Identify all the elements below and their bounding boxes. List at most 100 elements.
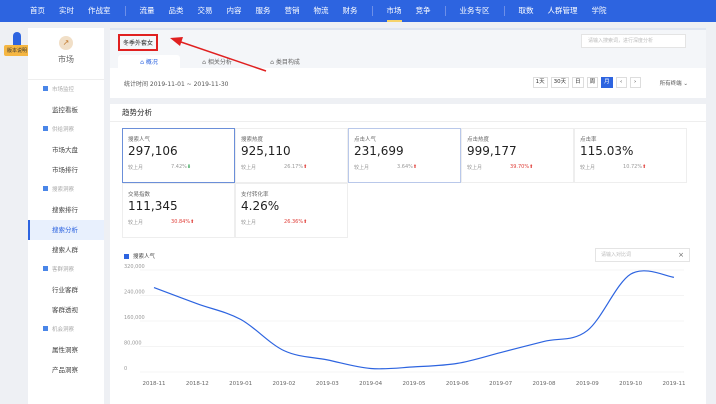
trend-title: 趋势分析 (110, 104, 706, 122)
nav-item[interactable]: 服务 (255, 6, 271, 15)
nav-item[interactable]: 业务专区 (459, 6, 490, 15)
nav-item[interactable]: 内容 (226, 6, 242, 15)
nav-item[interactable]: 作战室 (88, 6, 111, 15)
metric-card[interactable]: 搜索热度 925,110 较上月 26.17% ⬆ (235, 128, 348, 183)
legend-swatch (124, 253, 129, 259)
metric-card[interactable]: 支付转化率 4.26% 较上月 26.36% ⬆ (235, 183, 348, 238)
nav-item[interactable]: 人群管理 (547, 6, 578, 15)
metric-change: 较上月 30.84% ⬆ (128, 219, 229, 226)
next-button[interactable]: › (629, 77, 641, 88)
market-icon: ↗ (59, 36, 73, 50)
x-tick-label: 2018-12 (186, 381, 209, 387)
y-tick-label: 80,000 (124, 341, 142, 347)
sidebar-item[interactable]: 市场排行 (52, 166, 78, 174)
nav-item[interactable]: 首页 (30, 6, 45, 15)
keyword-header: 冬季外套女 请输入搜索词，进行深度分析 ⌂ 概况 ⌂ 相关分析 ⌂ 类目构成 (110, 28, 706, 70)
tab[interactable]: ⌂ 概况 (118, 55, 180, 70)
change-percent: 26.17% (284, 164, 304, 170)
period-button[interactable]: 月 (601, 77, 613, 88)
metric-card[interactable]: 点击率 115.03% 较上月 10.72% ⬆ (574, 128, 687, 183)
home-icon: ⌂ (202, 59, 208, 66)
period-button[interactable]: 周 (586, 77, 599, 88)
nav-item[interactable]: 取数 (518, 6, 534, 15)
nav-item[interactable]: 品类 (168, 6, 184, 15)
x-tick-label: 2019-10 (619, 381, 642, 387)
y-tick-label: 160,000 (124, 315, 145, 321)
sidebar-item[interactable]: 搜索排行 (52, 206, 78, 214)
x-tick-label: 2019-05 (403, 381, 426, 387)
sidebar-item[interactable]: 搜索人群 (52, 246, 78, 254)
nav-item[interactable]: 市场 (386, 0, 402, 22)
period-button[interactable]: 日 (572, 77, 584, 88)
metric-value: 115.03% (580, 144, 634, 158)
sidebar-item[interactable]: 属性洞察 (52, 346, 78, 354)
metric-value: 231,699 (354, 144, 404, 158)
change-percent: 10.72% (623, 164, 643, 170)
y-tick-label: 320,000 (124, 264, 145, 270)
trend-chart: 0 80,000 160,000 240,000 320,000 2018-11 2018-… (110, 242, 706, 402)
terminal-select[interactable]: 所有终端 ⌄ (659, 80, 688, 87)
nav-item[interactable]: 营销 (284, 6, 300, 15)
x-tick-label: 2019-04 (359, 381, 382, 387)
compare-placeholder: 请输入对比词 (601, 252, 632, 258)
metric-value: 297,106 (128, 144, 178, 158)
nav-item[interactable]: 交易 (197, 6, 213, 15)
sidebar-item[interactable]: 行业客群 (52, 286, 78, 294)
folder-icon (43, 326, 48, 331)
change-percent: 3.64% (397, 164, 413, 170)
compare-label: 较上月 (354, 165, 370, 171)
period-button[interactable]: 1天 (532, 77, 548, 88)
chart-legend[interactable]: 搜索人气 (124, 252, 155, 260)
metric-card[interactable]: 搜索人气 297,106 较上月 7.42% ⬇ (122, 128, 235, 183)
arrow-up-icon: ⬆ (529, 164, 534, 170)
home-icon: ⌂ (140, 59, 146, 66)
x-tick-label: 2019-07 (489, 381, 512, 387)
nav-item[interactable]: 实时 (59, 6, 74, 15)
nav-item[interactable]: 财务 (342, 6, 358, 15)
nav-item[interactable]: 竞争 (415, 6, 431, 15)
metric-label: 搜索热度 (241, 137, 264, 143)
sidebar-group-label: 机会洞察 (52, 327, 75, 333)
sidebar-item[interactable]: 产品洞察 (52, 366, 78, 374)
tab[interactable]: ⌂ 相关分析 (186, 55, 248, 70)
x-tick-label: 2019-01 (229, 381, 252, 387)
folder-icon (43, 186, 48, 191)
version-notes-badge[interactable]: 版本说明 (4, 45, 31, 56)
nav-divider (503, 6, 505, 16)
x-tick-label: 2019-09 (576, 381, 599, 387)
trend-panel: 趋势分析 搜索人气 297,106 较上月 7.42% ⬇ 搜索热度 925,110 较上月… (110, 104, 706, 404)
nav-item[interactable]: 流量 (139, 6, 155, 15)
metric-label: 支付转化率 (241, 192, 269, 198)
tab[interactable]: ⌂ 类目构成 (254, 55, 316, 70)
rocket-icon[interactable] (13, 32, 21, 46)
close-icon[interactable]: × (678, 251, 684, 259)
metric-card[interactable]: 点击热度 999,177 较上月 39.70% ⬆ (461, 128, 574, 183)
metric-card[interactable]: 交易指数 111,345 较上月 30.84% ⬆ (122, 183, 235, 238)
x-tick-label: 2019-08 (533, 381, 556, 387)
nav-item[interactable]: 物流 (313, 6, 329, 15)
metric-card[interactable]: 点击人气 231,699 较上月 3.64% ⬆ (348, 128, 461, 183)
metric-change: 较上月 26.17% ⬆ (241, 164, 342, 171)
sidebar-item[interactable]: 市场大盘 (52, 146, 78, 154)
y-tick-label: 0 (124, 366, 127, 372)
nav-item[interactable]: 学院 (591, 6, 607, 15)
left-rail (0, 22, 28, 404)
date-range: 统计时间 2019-11-01 ~ 2019-11-30 (124, 80, 229, 88)
period-button[interactable]: 30天 (550, 77, 570, 88)
arrow-up-icon: ⬆ (303, 219, 308, 225)
x-tick-label: 2019-06 (446, 381, 469, 387)
folder-icon (43, 86, 48, 91)
sidebar-group-label: 供给洞察 (52, 127, 75, 133)
sidebar-item[interactable]: 客群透视 (52, 306, 78, 314)
arrow-up-icon: ⬆ (642, 164, 647, 170)
arrow-shaft (177, 40, 267, 72)
metric-value: 925,110 (241, 144, 291, 158)
sidebar-title: 市场 (58, 55, 74, 64)
sidebar-group-label: 搜索洞察 (52, 187, 75, 193)
compare-input[interactable]: 请输入对比词 × (595, 248, 690, 262)
keyword-search-input[interactable]: 请输入搜索词，进行深度分析 (581, 34, 686, 48)
sidebar-item[interactable]: 监控看板 (52, 106, 78, 114)
prev-button[interactable]: ‹ (615, 77, 627, 88)
sidebar-item[interactable]: 搜索分析 (28, 220, 104, 240)
